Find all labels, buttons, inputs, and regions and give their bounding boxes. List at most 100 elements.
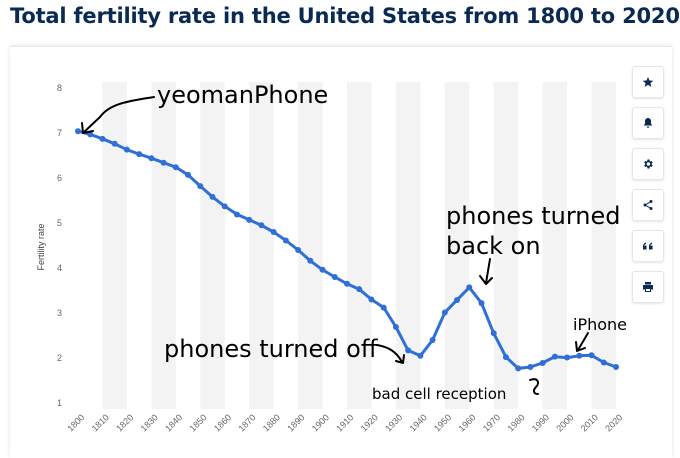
- x-tick-label: 1910: [334, 412, 355, 433]
- data-point[interactable]: [490, 330, 497, 337]
- grid-band: [200, 82, 225, 409]
- grid-band: [298, 82, 323, 409]
- y-tick-label: 6: [57, 173, 62, 183]
- data-point[interactable]: [344, 280, 350, 287]
- data-point[interactable]: [197, 183, 204, 190]
- star-icon: [642, 77, 654, 87]
- data-point[interactable]: [576, 352, 583, 359]
- y-axis-ticks: 1 2 3 4 5 6 7 8: [57, 83, 62, 408]
- grid-band: [102, 82, 127, 409]
- data-point[interactable]: [356, 286, 363, 293]
- data-point[interactable]: [295, 247, 302, 253]
- data-point[interactable]: [564, 354, 571, 361]
- data-point[interactable]: [478, 300, 485, 307]
- data-point[interactable]: [417, 352, 424, 359]
- data-point[interactable]: [551, 353, 558, 360]
- data-point[interactable]: [233, 211, 240, 218]
- data-point[interactable]: [282, 237, 289, 244]
- annotation-back-on: back on: [446, 232, 541, 260]
- data-point[interactable]: [515, 365, 522, 372]
- data-point[interactable]: [246, 216, 253, 223]
- data-point[interactable]: [319, 266, 326, 273]
- x-tick-label: 1920: [359, 412, 380, 433]
- page-title: Total fertility rate in the United State…: [10, 4, 680, 28]
- data-point[interactable]: [172, 164, 179, 171]
- data-point[interactable]: [380, 304, 387, 311]
- arrowhead-yeomanphone: [81, 122, 94, 134]
- x-tick-label: 1950: [432, 412, 453, 433]
- grid-band: [395, 82, 421, 409]
- x-tick-label: 1880: [261, 412, 282, 433]
- grid-band: [151, 82, 176, 409]
- print-button[interactable]: [632, 271, 664, 303]
- x-tick-label: 1860: [212, 412, 233, 433]
- annotation-phones-turned: phones turned: [446, 202, 621, 230]
- grid-band: [249, 82, 274, 409]
- data-point[interactable]: [258, 222, 265, 229]
- x-tick-label: 1810: [90, 412, 111, 433]
- data-point[interactable]: [160, 159, 167, 166]
- data-point[interactable]: [539, 359, 546, 366]
- arrow-phones-off: [376, 344, 403, 363]
- annotation-yeomanphone: yeomanPhone: [157, 81, 328, 109]
- gear-icon: [644, 159, 653, 169]
- data-point[interactable]: [99, 135, 106, 142]
- notification-button[interactable]: [632, 107, 664, 139]
- x-tick-label: 1890: [285, 412, 306, 433]
- data-point[interactable]: [111, 140, 118, 147]
- data-point[interactable]: [429, 337, 436, 343]
- share-button[interactable]: [632, 189, 664, 221]
- data-point[interactable]: [527, 364, 534, 370]
- y-tick-label: 4: [57, 263, 62, 273]
- data-point[interactable]: [185, 171, 192, 178]
- x-tick-label: 1970: [481, 412, 502, 433]
- arrowhead-iphone: [575, 341, 586, 352]
- data-point[interactable]: [221, 203, 228, 210]
- bell-icon: [644, 118, 652, 128]
- grid-band: [591, 82, 616, 409]
- settings-button[interactable]: [632, 148, 664, 180]
- print-icon: [643, 282, 653, 292]
- favorite-button[interactable]: [632, 66, 664, 98]
- data-point[interactable]: [331, 274, 338, 280]
- data-point[interactable]: [502, 354, 509, 361]
- grid-band: [444, 82, 470, 409]
- y-tick-label: 5: [57, 218, 62, 228]
- arrow-iphone: [577, 332, 589, 351]
- series-points: [75, 128, 619, 372]
- data-point[interactable]: [392, 323, 399, 330]
- data-point[interactable]: [368, 296, 375, 303]
- annotation-layer: [81, 96, 589, 395]
- x-tick-label: 2000: [554, 412, 575, 433]
- data-point[interactable]: [148, 155, 155, 162]
- arrowhead-phones-on: [479, 275, 493, 285]
- data-point[interactable]: [441, 309, 448, 316]
- annotation-iphone: iPhone: [573, 315, 627, 334]
- data-point[interactable]: [270, 229, 277, 235]
- y-axis-label: Fertility rate: [36, 223, 46, 270]
- data-point[interactable]: [75, 128, 81, 135]
- data-point[interactable]: [209, 193, 216, 200]
- data-point[interactable]: [466, 284, 473, 291]
- data-point[interactable]: [600, 359, 607, 366]
- data-point[interactable]: [613, 364, 619, 370]
- y-tick-label: 7: [57, 128, 62, 138]
- data-point[interactable]: [136, 151, 143, 158]
- fertility-line-chart: 1 2 3 4 5 6 7 8 1800 1810 1820 1830 1840 1850 1860 187…: [36, 81, 627, 433]
- x-tick-label: 1900: [310, 412, 331, 433]
- data-point[interactable]: [123, 146, 130, 153]
- share-icon: [643, 200, 653, 210]
- chart-toolbar: [632, 66, 664, 312]
- data-point[interactable]: [307, 257, 314, 264]
- y-tick-label: 8: [57, 83, 62, 93]
- y-tick-label: 2: [57, 353, 62, 363]
- x-axis-ticks: 1800 1810 1820 1830 1840 1850 1860 1870 1880 1890…: [65, 412, 624, 433]
- x-tick-label: 2010: [579, 412, 600, 433]
- data-point[interactable]: [588, 352, 595, 359]
- data-point[interactable]: [454, 296, 461, 303]
- x-tick-label: 1850: [188, 412, 209, 433]
- data-point[interactable]: [405, 347, 412, 354]
- annotation-phones-turned-off: phones turned off: [164, 335, 378, 363]
- x-tick-label: 1930: [383, 412, 404, 433]
- cite-button[interactable]: [632, 230, 664, 262]
